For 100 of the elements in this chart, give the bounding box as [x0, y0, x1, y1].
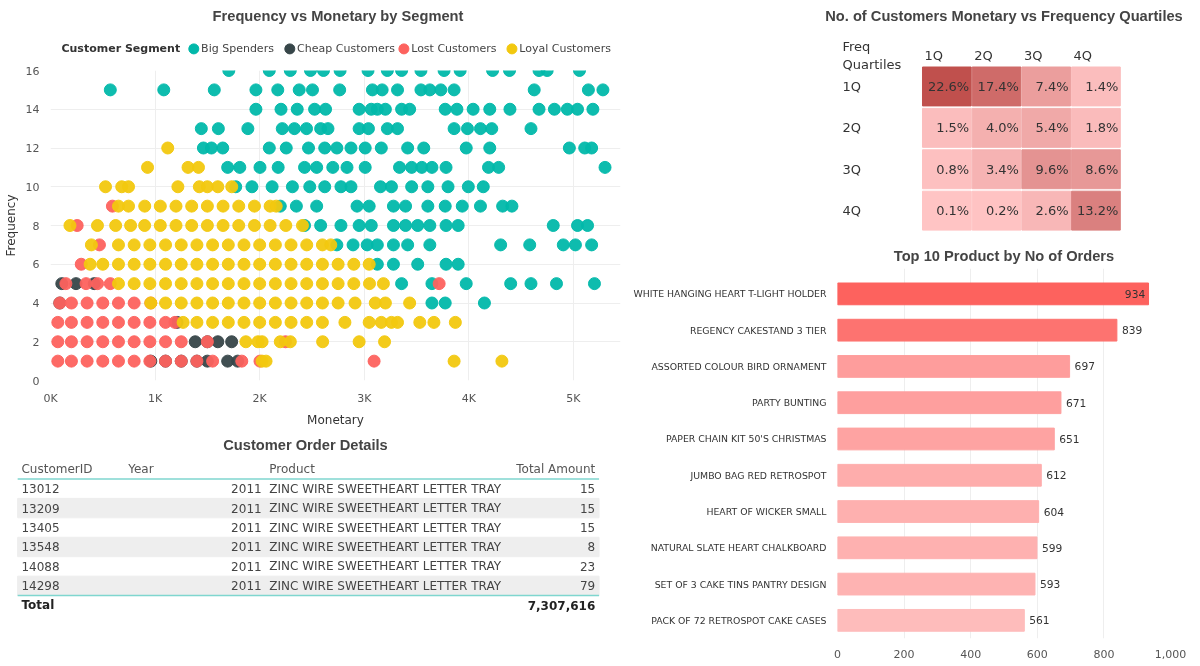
- text: ZINC WIRE SWEETHEART LETTER TRAY: [269, 539, 501, 554]
- text: ZINC WIRE SWEETHEART LETTER TRAY: [269, 578, 501, 593]
- x-tick-label: 4K: [461, 391, 477, 405]
- x-tick-label: 1K: [147, 391, 163, 405]
- data-label: 1.5%: [936, 120, 970, 136]
- data-label: 13.2%: [1077, 203, 1119, 219]
- y-tick-label: NATURAL SLATE HEART CHALKBOARD: [650, 542, 827, 554]
- chart-title: Frequency vs Monetary by Segment: [212, 7, 464, 24]
- legend-title: Customer Segment: [61, 42, 181, 56]
- text: 15: [579, 501, 596, 516]
- category-label: Total Amount: [515, 462, 596, 477]
- text: 14298: [21, 579, 60, 594]
- y-tick-label: 1Q: [842, 78, 861, 94]
- y-tick-label: HEART OF WICKER SMALL: [706, 506, 828, 518]
- text: 15: [579, 482, 596, 497]
- chart-title: No. of Customers Monetary vs Frequency Quartiles: [825, 7, 1183, 24]
- data-label: 1.8%: [1085, 120, 1119, 136]
- y-tick-label: 10: [25, 180, 40, 194]
- legend-label: Lost Customers: [411, 42, 497, 56]
- data-label: 1.4%: [1085, 78, 1119, 94]
- text: ZINC WIRE SWEETHEART LETTER TRAY: [269, 481, 501, 496]
- data-label: 0.2%: [985, 203, 1019, 219]
- x-tick-label: 0K: [43, 391, 59, 405]
- data-label: 671: [1065, 396, 1087, 410]
- y-tick-label: SET OF 3 CAKE TINS PANTRY DESIGN: [654, 578, 827, 590]
- y-tick-label: PARTY BUNTING: [752, 397, 827, 409]
- x-tick-label: 400: [960, 647, 982, 661]
- x-tick-label: 3K: [357, 391, 373, 405]
- y-axis-title: Frequency: [3, 194, 18, 257]
- text: 7,307,616: [527, 598, 596, 613]
- legend-label: Loyal Customers: [519, 42, 612, 56]
- data-label: 4.0%: [985, 120, 1019, 136]
- y-tick-label: WHITE HANGING HEART T-LIGHT HOLDER: [633, 288, 828, 300]
- text: 2011: [231, 540, 262, 555]
- y-tick-label: 12: [25, 142, 40, 155]
- y-tick-label: 14: [25, 103, 40, 117]
- y-axis-title: Freq Quartiles: [842, 38, 902, 72]
- data-label: 599: [1041, 541, 1063, 555]
- category-label: Year: [127, 462, 154, 477]
- x-tick-label: 1,000: [1154, 647, 1187, 661]
- y-tick-label: 2: [32, 335, 40, 349]
- text: 2011: [231, 482, 262, 497]
- x-tick-label: 1Q: [924, 47, 943, 63]
- data-label: 17.4%: [977, 78, 1019, 94]
- data-label: 0.1%: [936, 203, 970, 219]
- text: 13405: [21, 521, 60, 536]
- text: 14088: [21, 559, 60, 574]
- y-tick-label: 0: [32, 374, 40, 388]
- category-label: CustomerID: [21, 462, 93, 477]
- y-tick-label: PAPER CHAIN KIT 50'S CHRISTMAS: [665, 433, 827, 445]
- y-tick-label: 8: [32, 219, 40, 233]
- x-axis-title: Monetary: [307, 412, 364, 427]
- data-label: 22.6%: [927, 78, 970, 94]
- y-tick-label: JUMBO BAG RED RETROSPOT: [689, 469, 827, 481]
- data-label: 612: [1046, 469, 1067, 483]
- y-tick-label: ASSORTED COLOUR BIRD ORNAMENT: [651, 360, 827, 372]
- x-tick-label: 800: [1093, 647, 1115, 661]
- text: 2011: [231, 579, 262, 594]
- data-label: 593: [1039, 578, 1061, 592]
- text: 79: [579, 579, 596, 594]
- text: ZINC WIRE SWEETHEART LETTER TRAY: [269, 520, 501, 535]
- y-tick-label: 2Q: [842, 120, 861, 136]
- text: 15: [579, 521, 596, 536]
- y-tick-label: 16: [25, 64, 40, 78]
- text: Customer Order Details: [223, 436, 388, 453]
- y-tick-label: 4: [32, 297, 40, 310]
- y-tick-label: 4Q: [842, 203, 861, 219]
- text: Total: [21, 598, 55, 613]
- text: ZINC WIRE SWEETHEART LETTER TRAY: [269, 559, 501, 574]
- text: 23: [579, 559, 596, 574]
- text: 13012: [21, 482, 60, 497]
- data-label: 7.4%: [1035, 78, 1069, 94]
- x-tick-label: 3Q: [1023, 47, 1043, 63]
- data-label: 561: [1029, 614, 1050, 628]
- data-label: 5.4%: [1035, 120, 1069, 136]
- data-label: 651: [1059, 432, 1080, 446]
- data-label: 934: [1124, 287, 1146, 301]
- text: ZINC WIRE SWEETHEART LETTER TRAY: [269, 501, 501, 516]
- text: 13548: [21, 540, 60, 555]
- y-tick-label: PACK OF 72 RETROSPOT CAKE CASES: [651, 614, 827, 626]
- text: 8: [587, 540, 596, 555]
- x-tick-label: 200: [893, 647, 915, 661]
- data-label: 3.4%: [985, 161, 1019, 177]
- data-label: 697: [1074, 360, 1095, 374]
- legend-label: Cheap Customers: [297, 42, 396, 56]
- chart-title: Top 10 Product by No of Orders: [893, 247, 1115, 264]
- legend-label: Big Spenders: [201, 42, 275, 56]
- x-tick-label: 2Q: [974, 47, 993, 63]
- category-label: Product: [269, 462, 316, 477]
- data-label: 8.6%: [1085, 161, 1119, 177]
- x-tick-label: 2K: [252, 391, 268, 405]
- data-label: 604: [1043, 505, 1065, 519]
- text: 2011: [231, 501, 262, 516]
- x-tick-label: 4Q: [1073, 47, 1093, 63]
- data-label: 839: [1121, 324, 1143, 338]
- data-label: 0.8%: [936, 161, 970, 177]
- text: 2011: [231, 521, 262, 536]
- text: 13209: [21, 501, 60, 516]
- text: 2011: [231, 559, 262, 574]
- x-tick-label: 5K: [566, 391, 582, 405]
